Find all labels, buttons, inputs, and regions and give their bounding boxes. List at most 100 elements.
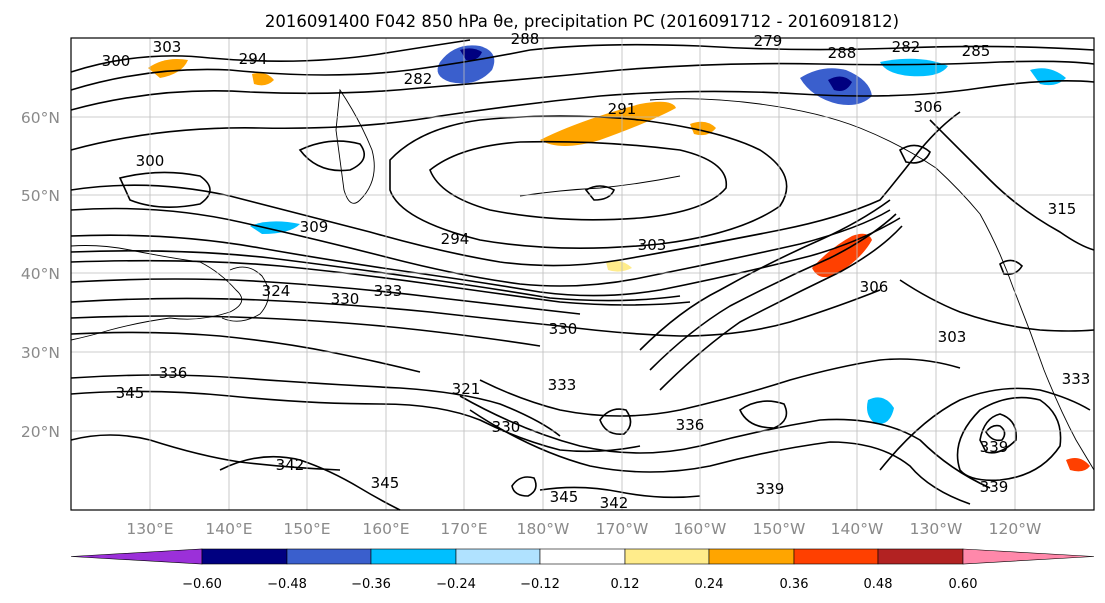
contour-label: 342 (276, 456, 305, 474)
contour-label: 339 (980, 438, 1009, 456)
contour-label: 324 (262, 282, 291, 300)
lat-label: 20°N (21, 423, 60, 441)
contour-line (70, 60, 1095, 111)
colorbar-tick-label: 0.24 (695, 577, 724, 592)
contour-label: 330 (549, 320, 578, 338)
lon-label: 170°W (596, 520, 649, 538)
contour-label: 339 (980, 478, 1009, 496)
shade-navy-alaska (828, 76, 852, 91)
coastline-asia (70, 245, 243, 341)
contour-label: 315 (1048, 200, 1077, 218)
contour-line (118, 171, 211, 208)
contour-line (70, 80, 1095, 151)
colorbar-cell (70, 548, 203, 565)
colorbar-tick-label: 0.36 (780, 577, 809, 592)
contour-label: 330 (492, 418, 521, 436)
contour-label: 306 (860, 278, 889, 296)
colorbar-tick-labels: −0.60 −0.48 −0.36 −0.24 −0.12 0.12 0.24 … (182, 577, 977, 592)
contour-line (70, 289, 881, 337)
contour-line (479, 358, 961, 417)
contour-line (898, 144, 931, 164)
contour-label: 303 (153, 38, 182, 56)
shade-cyan-hawaii (867, 397, 894, 425)
lon-label: 130°E (126, 520, 173, 538)
lon-label: 180°W (517, 520, 570, 538)
colorbar-tick-label: −0.36 (351, 577, 391, 592)
map-frame (70, 37, 1095, 511)
contour-label: 309 (300, 218, 329, 236)
contour-line (219, 455, 401, 511)
contour-line (70, 434, 341, 471)
shade-orange-bering-band (540, 101, 676, 146)
coastline-kamchatka (335, 88, 375, 204)
contour-label: 345 (371, 474, 400, 492)
contour-line (70, 250, 681, 302)
colorbar-cell (962, 548, 1095, 565)
colorbar-tick-label: −0.12 (520, 577, 560, 592)
contour-label: 336 (159, 364, 188, 382)
colorbar-cell (370, 548, 457, 565)
lat-label: 60°N (21, 109, 60, 127)
lon-label: 130°W (910, 520, 963, 538)
contour-label: 282 (404, 70, 433, 88)
contour-line (879, 387, 1091, 471)
contour-label: 303 (938, 328, 967, 346)
contour-line (70, 374, 561, 437)
colorbar-cell (793, 548, 879, 565)
colorbar-cell (455, 548, 541, 565)
lon-label: 150°W (753, 520, 806, 538)
lon-label: 170°E (440, 520, 487, 538)
colorbar-tick-label: −0.24 (436, 577, 476, 592)
coastline-alaska (649, 98, 981, 215)
map-panel: 303 300 288 294 282 279 288 282 285 306 … (70, 30, 1095, 512)
colorbar-cell (624, 548, 710, 565)
colorbar-cell (286, 548, 372, 565)
contour-line (70, 111, 961, 267)
plot-title: 2016091400 F042 850 hPa θe, precipitatio… (265, 12, 899, 31)
colorbar-tick-label: −0.60 (182, 577, 222, 592)
graticule (71, 38, 1094, 510)
colorbar-cell (708, 548, 795, 565)
contour-line (985, 424, 1006, 442)
colorbar-tick-label: −0.48 (267, 577, 307, 592)
colorbar-tick-label: 0.12 (611, 577, 640, 592)
latitude-labels: 60°N 50°N 40°N 30°N 20°N (21, 109, 60, 441)
shade-orange-mex (1066, 458, 1090, 472)
contour-line (599, 408, 632, 436)
contour-line (70, 259, 691, 306)
lon-label: 140°E (205, 520, 252, 538)
contour-line (70, 207, 891, 287)
lat-label: 40°N (21, 265, 60, 283)
contour-label: 288 (828, 44, 857, 62)
colorbar-cell (539, 548, 626, 565)
contour-line (389, 115, 788, 249)
contour-label: 300 (102, 52, 131, 70)
colorbar-tick-label: 0.60 (949, 577, 978, 592)
coastlines (70, 88, 1095, 471)
lon-label: 160°W (674, 520, 727, 538)
theta-e-contours (70, 39, 1095, 511)
contour-line (70, 315, 541, 347)
contour-line (70, 43, 1095, 91)
coastline-aleutians (519, 175, 681, 197)
contour-line (899, 279, 1095, 332)
colorbar-cell (201, 548, 288, 565)
contour-label: 294 (441, 230, 470, 248)
contour-line (469, 409, 971, 505)
coastline-japan (221, 266, 269, 322)
contour-label: 294 (239, 50, 268, 68)
lon-label: 160°E (362, 520, 409, 538)
contour-line (739, 400, 788, 429)
colorbar-cells (70, 548, 1095, 565)
colorbar-tick-label: 0.48 (864, 577, 893, 592)
contour-label: 333 (374, 282, 403, 300)
coastline-namerica (979, 213, 1095, 471)
shade-cyan-alaska (880, 58, 948, 77)
longitude-labels: 130°E 140°E 150°E 160°E 170°E 180°W 170°… (126, 520, 1041, 538)
contour-line (649, 213, 897, 371)
contour-label: 342 (600, 494, 629, 512)
contour-line (70, 278, 581, 315)
contour-line (511, 476, 537, 497)
contour-label: 306 (914, 98, 943, 116)
